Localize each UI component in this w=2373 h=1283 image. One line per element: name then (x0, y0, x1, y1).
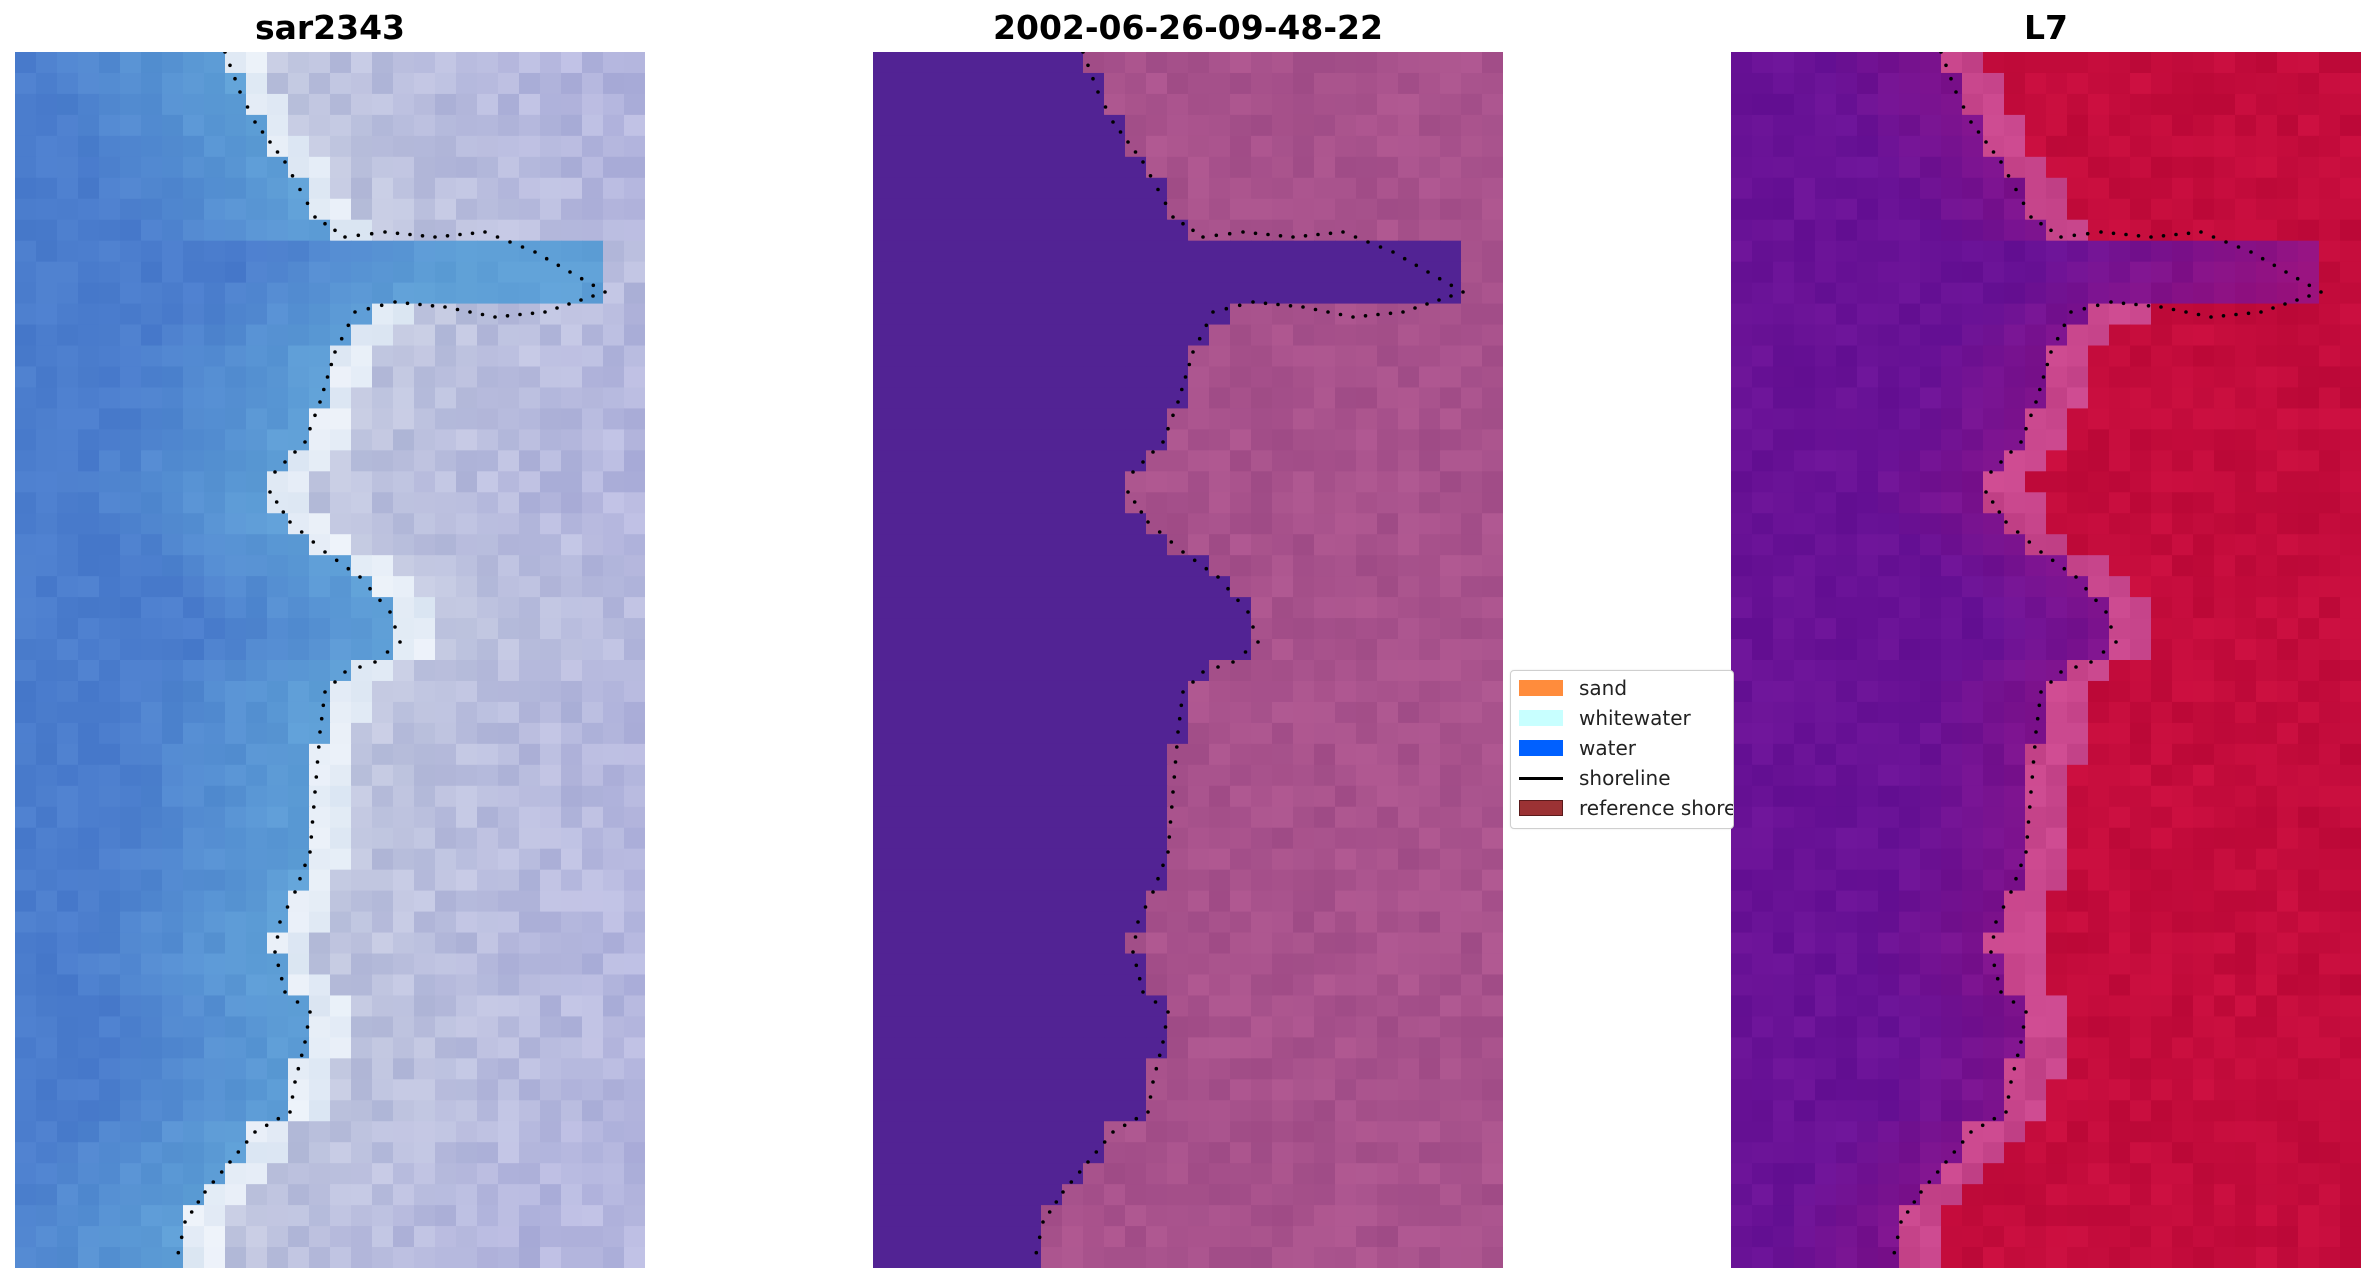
classified-image-panel (873, 52, 1503, 1268)
legend-swatch-water (1519, 740, 1563, 756)
index-image-panel (1731, 52, 2361, 1268)
legend-label-water: water (1579, 736, 1636, 760)
legend-item-sand: sand (1519, 675, 1733, 700)
legend-item-water: water (1519, 735, 1733, 760)
classified-image (873, 52, 1503, 1268)
panel-title-classified: 2002-06-26-09-48-22 (993, 8, 1383, 47)
legend-line-shoreline (1519, 777, 1563, 780)
legend-label-reference-shoreline: reference shoreline (1579, 796, 1733, 820)
legend-item-whitewater: whitewater (1519, 705, 1733, 730)
legend-label-shoreline: shoreline (1579, 766, 1671, 790)
legend-swatch-reference-shoreline (1519, 800, 1563, 816)
index-image (1731, 52, 2361, 1268)
panel-title-index: L7 (2024, 8, 2068, 47)
legend: sand whitewater water shoreline referenc… (1510, 670, 1734, 829)
rgb-satellite-image (15, 52, 645, 1268)
legend-label-whitewater: whitewater (1579, 706, 1691, 730)
panel-title-rgb: sar2343 (254, 8, 406, 47)
legend-label-sand: sand (1579, 676, 1628, 700)
legend-swatch-whitewater (1519, 710, 1563, 726)
legend-swatch-sand (1519, 680, 1563, 696)
legend-item-shoreline: shoreline (1519, 765, 1733, 790)
legend-item-reference-shoreline: reference shoreline (1519, 795, 1733, 820)
rgb-image-panel (15, 52, 645, 1268)
